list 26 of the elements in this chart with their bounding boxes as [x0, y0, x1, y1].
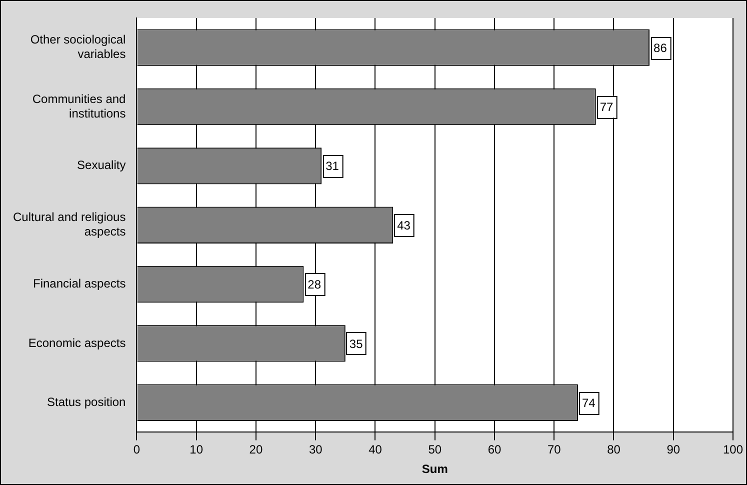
x-tick-label: 60	[488, 442, 502, 457]
x-tick-label: 40	[368, 442, 382, 457]
x-tick-label: 0	[133, 442, 140, 457]
x-tick-label: 70	[547, 442, 562, 457]
x-tick-label: 10	[190, 442, 204, 457]
y-tick-label: Sexuality	[77, 158, 126, 172]
y-tick-label: Financial aspects	[33, 276, 126, 291]
x-tick-label: 80	[607, 442, 621, 457]
data-label: 43	[397, 218, 411, 232]
data-label: 74	[582, 396, 596, 410]
x-tick-label: 100	[722, 442, 744, 457]
data-label: 77	[600, 100, 614, 114]
y-tick-label: Economic aspects	[28, 336, 126, 350]
y-tick-label: Communities and institutions	[32, 92, 126, 120]
data-label: 86	[654, 40, 668, 55]
data-label: 31	[326, 159, 340, 174]
y-tick-label: Other sociological variables	[30, 32, 126, 62]
x-tick-label: 20	[249, 442, 263, 457]
data-label: 28	[308, 278, 322, 292]
x-tick-label: 90	[666, 442, 680, 457]
x-tick-label: 50	[428, 442, 442, 457]
data-label: 35	[349, 336, 364, 351]
y-tick-label: Cultural and religious aspects	[12, 210, 126, 239]
x-tick-label: 30	[308, 442, 323, 457]
x-axis-title: Sum	[422, 462, 448, 476]
y-tick-label: Status position	[47, 394, 126, 409]
